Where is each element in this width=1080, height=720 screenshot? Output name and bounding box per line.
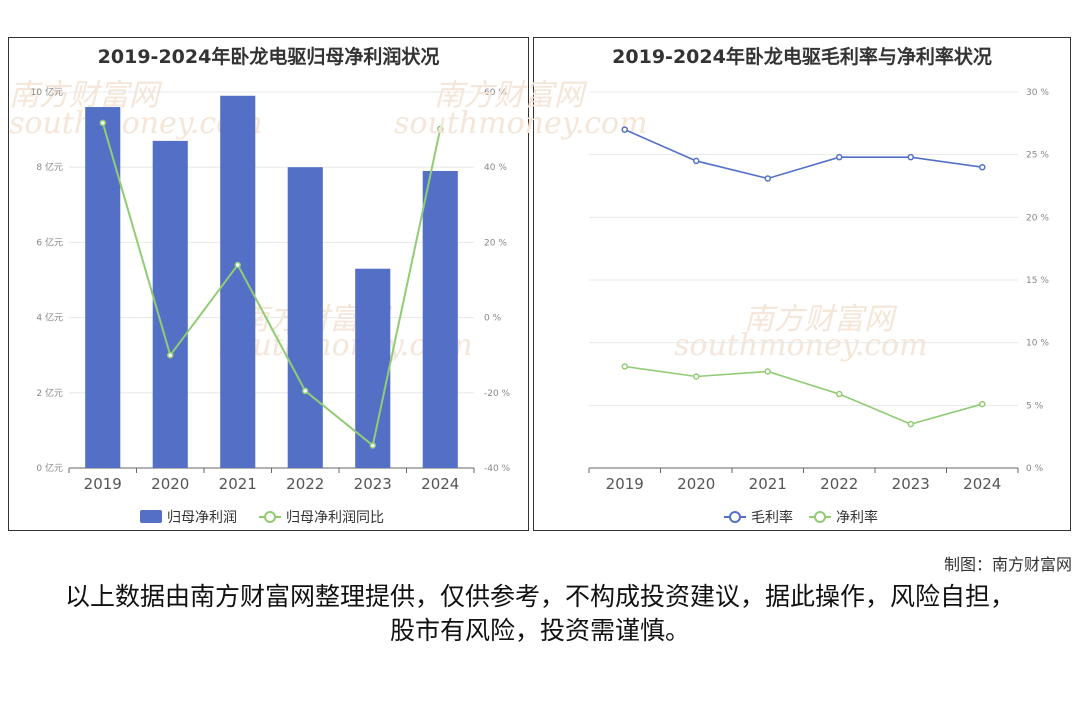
y2-tick-label: 40 % [484, 163, 507, 173]
y-tick-label: 5 % [1026, 401, 1044, 411]
x-tick-label: 2023 [892, 475, 930, 493]
x-tick-label: 2024 [963, 475, 1001, 493]
net-margin-point [979, 400, 986, 408]
margin-chart-panel: 2019-2024年卧龙电驱毛利率与净利率状况 南方财富网 southmoney… [394, 37, 1071, 531]
yoy-point [234, 261, 241, 269]
x-tick-label: 2020 [677, 475, 715, 493]
y-tick-label: 8 亿元 [36, 161, 63, 173]
bar [152, 140, 188, 468]
gross-margin-point [693, 157, 700, 165]
legend-label: 归母净利润 [167, 509, 237, 526]
y2-tick-label: -20 % [484, 389, 511, 399]
x-tick-label: 2023 [354, 475, 392, 493]
net-margin-point [907, 420, 914, 428]
gross-margin-point [979, 163, 986, 171]
legend-swatch-marker [264, 511, 276, 523]
net-margin-point [836, 390, 843, 398]
x-tick-label: 2022 [820, 475, 858, 493]
y2-tick-label: 20 % [484, 238, 507, 248]
legend-label: 净利率 [836, 509, 878, 526]
yoy-point [167, 351, 174, 359]
net-profit-chart: 0 亿元 2 亿元 4 亿元 6 亿元 8 亿元 10 亿元 -40 % -20 % 0 % 20… [31, 86, 511, 526]
x-tick-label: 2021 [749, 475, 787, 493]
net-margin-point [693, 373, 700, 380]
y-tick-label: 30 % [1026, 88, 1049, 98]
net-margin-point [621, 363, 628, 370]
yoy-line [101, 122, 442, 448]
net-margin-point [764, 368, 771, 375]
chart-title: 2019-2024年卧龙电驱归母净利润状况 [97, 46, 440, 68]
legend-label: 归母净利润同比 [286, 509, 384, 526]
chart-title: 2019-2024年卧龙电驱毛利率与净利率状况 [612, 46, 992, 68]
gross-margin-line [624, 128, 983, 180]
bar [85, 107, 121, 468]
y-tick-label: 10 % [1026, 339, 1049, 349]
x-tick-label: 2024 [421, 475, 459, 493]
yoy-point [437, 125, 444, 133]
legend-label: 毛利率 [751, 509, 793, 526]
y-tick-label: 0 亿元 [36, 462, 63, 474]
x-tick-label: 2019 [606, 475, 644, 493]
chart-credit: 制图：南方财富网 [943, 555, 1072, 574]
legend-swatch-marker [729, 511, 741, 523]
bar [422, 170, 458, 468]
yoy-point [369, 442, 376, 449]
disclaimer-text: 以上数据由南方财富网整理提供，仅供参考，不构成投资建议，据此操作，风险自担，股市… [64, 582, 1015, 645]
gross-margin-point [836, 153, 843, 161]
legend-swatch-marker [814, 511, 826, 523]
y2-tick-label: 0 % [484, 314, 502, 324]
gross-margin-point [621, 126, 628, 133]
y-tick-label: 0 % [1026, 464, 1044, 474]
y-tick-label: 6 亿元 [36, 236, 63, 248]
y-tick-label: 2 亿元 [36, 387, 63, 399]
x-tick-label: 2019 [84, 475, 122, 493]
x-tick-label: 2022 [286, 475, 324, 493]
y-tick-label: 20 % [1026, 213, 1049, 223]
bar [355, 268, 391, 468]
margin-chart: 0 % 5 % 10 % 15 % 20 % 25 % 30 % 2019 2020 2021 20… [588, 88, 1049, 526]
yoy-point [302, 387, 309, 395]
legend-swatch-bar [140, 510, 162, 523]
bar [287, 167, 323, 468]
y-tick-label: 15 % [1026, 276, 1049, 286]
y-tick-label: 25 % [1026, 151, 1049, 161]
net-margin-line [624, 365, 983, 425]
y2-tick-label: 60 % [484, 88, 507, 98]
y-tick-label: 4 亿元 [36, 312, 63, 324]
gross-margin-point [764, 175, 771, 182]
y2-tick-label: -40 % [484, 464, 511, 474]
x-tick-label: 2020 [151, 475, 189, 493]
y-tick-label: 10 亿元 [31, 86, 63, 98]
gross-margin-point [907, 153, 914, 161]
yoy-point [99, 119, 106, 127]
x-tick-label: 2021 [219, 475, 257, 493]
net-profit-chart-panel: 2019-2024年卧龙电驱归母净利润状况 南方财富网 southmoney.c… [8, 37, 529, 531]
